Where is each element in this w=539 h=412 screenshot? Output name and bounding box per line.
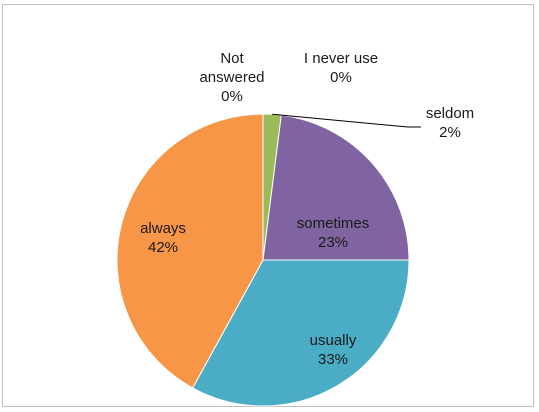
- slice-name-always: always: [140, 220, 186, 237]
- slice-label-always: always 42%: [140, 220, 186, 256]
- slice-name-sometimes: sometimes: [297, 215, 370, 232]
- pie-slices: [116, 113, 410, 407]
- pie-slice-always: [116, 113, 264, 389]
- slice-name-i-never-use: I never use: [304, 50, 378, 67]
- slice-value-sometimes: 23%: [318, 234, 348, 251]
- pie-chart: Not answered 0% I never use 0% seldom 2% someti…: [116, 50, 474, 407]
- leader-line-seldom: [272, 113, 421, 128]
- slice-name-not-answered: Not: [220, 50, 244, 67]
- slice-name-usually: usually: [310, 332, 357, 349]
- slice-value-i-never-use: 0%: [330, 69, 352, 86]
- slice-label-not-answered: Not answered 0%: [199, 50, 264, 105]
- slice-labels: Not answered 0% I never use 0% seldom 2% someti…: [140, 50, 474, 368]
- slice-name-not-answered: answered: [199, 69, 264, 86]
- slice-value-seldom: 2%: [439, 124, 461, 141]
- slice-name-seldom: seldom: [426, 105, 474, 122]
- slice-label-i-never-use: I never use 0%: [304, 50, 378, 86]
- pie-slice-usually: [191, 259, 410, 407]
- leader-lines: [272, 113, 421, 128]
- slice-value-not-answered: 0%: [221, 88, 243, 105]
- slice-label-seldom: seldom 2%: [426, 105, 474, 141]
- slice-value-usually: 33%: [318, 351, 348, 368]
- slice-value-always: 42%: [148, 239, 178, 256]
- slice-label-sometimes: sometimes 23%: [297, 215, 370, 251]
- pie-slice-sometimes: [262, 114, 410, 261]
- slice-label-usually: usually 33%: [310, 332, 357, 368]
- chart-frame: Not answered 0% I never use 0% seldom 2% someti…: [2, 4, 534, 407]
